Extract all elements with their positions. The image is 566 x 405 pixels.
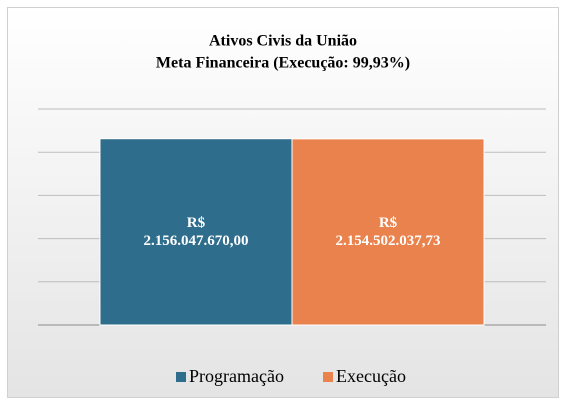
bar — [291, 138, 485, 326]
chart-subtitle: Meta Financeira (Execução: 99,93%) — [156, 55, 410, 72]
legend-swatch — [323, 372, 333, 382]
value-label: R$ 2.156.047.670,00 — [143, 214, 249, 249]
legend-swatch — [176, 372, 186, 382]
value-label: R$ 2.154.502.037,73 — [335, 214, 441, 249]
chart-title: Ativos Civis da União — [209, 33, 357, 50]
legend-label: Programação — [189, 366, 284, 386]
legend-label: Execução — [336, 366, 406, 386]
